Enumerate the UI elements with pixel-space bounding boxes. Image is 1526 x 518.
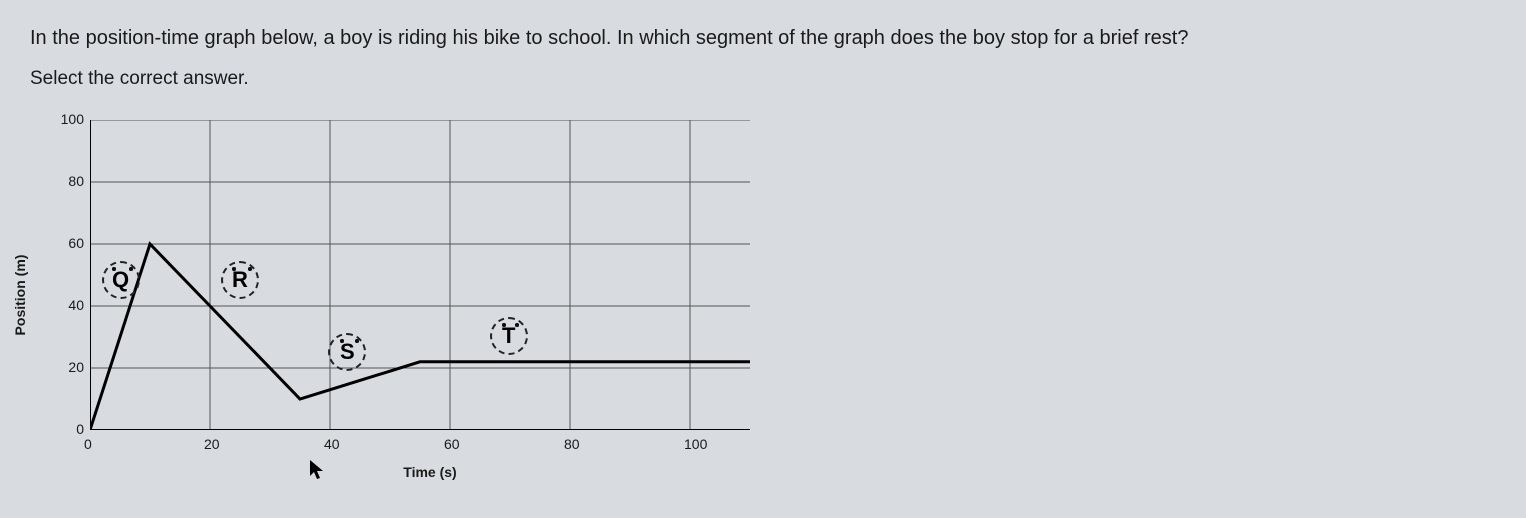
question-text: In the position-time graph below, a boy … [30, 20, 1496, 56]
grid-lines [90, 120, 750, 430]
x-axis-label: Time (s) [403, 464, 456, 480]
data-line [90, 244, 750, 430]
x-tick-label: 100 [684, 436, 707, 452]
segment-label-r[interactable]: R [232, 267, 248, 293]
chart-svg [90, 120, 750, 430]
y-tick-label: 20 [56, 359, 84, 375]
segment-label-s[interactable]: S [340, 339, 355, 365]
y-tick-label: 0 [56, 421, 84, 437]
segment-label-q[interactable]: Q [112, 267, 129, 293]
y-tick-label: 80 [56, 173, 84, 189]
x-tick-label: 20 [204, 436, 220, 452]
y-tick-label: 40 [56, 297, 84, 313]
x-tick-label: 80 [564, 436, 580, 452]
x-tick-label: 40 [324, 436, 340, 452]
position-time-chart: Position (m) 020406080100020406080100 QR… [30, 110, 790, 480]
axes [90, 120, 750, 430]
x-tick-label: 60 [444, 436, 460, 452]
y-tick-label: 60 [56, 235, 84, 251]
instruction-text: Select the correct answer. [30, 68, 1496, 90]
x-tick-label: 0 [84, 436, 92, 452]
segment-label-t[interactable]: T [502, 323, 515, 349]
y-axis-label: Position (m) [12, 255, 28, 336]
cursor-icon [310, 460, 326, 486]
y-tick-label: 100 [56, 111, 84, 127]
plot-area: 020406080100020406080100 QRST [90, 120, 750, 430]
